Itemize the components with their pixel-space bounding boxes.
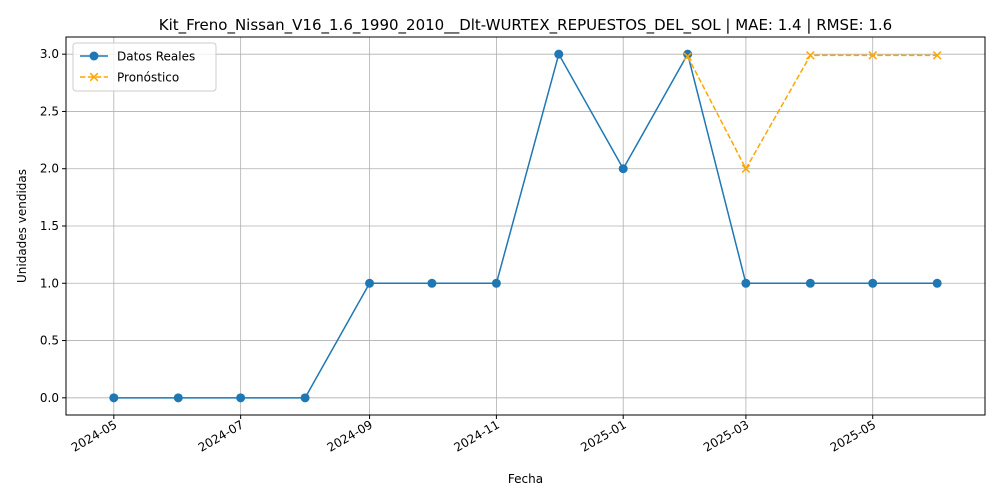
- legend-label: Pronóstico: [117, 71, 179, 85]
- data-point: [741, 278, 751, 288]
- data-point: [805, 278, 815, 288]
- legend-label: Datos Reales: [117, 50, 195, 64]
- y-tick-label: 2.5: [40, 104, 59, 118]
- legend: Datos Reales Pronóstico: [72, 42, 217, 92]
- data-point: [109, 393, 119, 403]
- data-point: [554, 49, 564, 59]
- chart-title: Kit_Freno_Nissan_V16_1.6_1990_2010__Dlt-…: [159, 16, 892, 35]
- data-point: [236, 393, 246, 403]
- marker-stroke: [741, 164, 751, 174]
- data-point: [89, 51, 99, 61]
- y-tick-label: 1.0: [40, 276, 59, 290]
- y-tick-label: 0.5: [40, 334, 59, 348]
- data-point: [365, 278, 375, 288]
- y-axis-label: Unidades vendidas: [15, 169, 29, 283]
- data-point: [683, 52, 693, 61]
- series-layer: [109, 49, 942, 403]
- data-point: [173, 393, 183, 403]
- legend-item: Pronóstico: [80, 71, 179, 85]
- data-point: [683, 49, 693, 59]
- data-point: [806, 50, 815, 60]
- series-line-actual: [113, 52, 938, 399]
- marker-stroke: [683, 52, 693, 61]
- data-point: [741, 164, 751, 174]
- data-point: [89, 72, 99, 82]
- data-point: [932, 278, 942, 288]
- y-tick-label: 0.0: [40, 391, 59, 405]
- y-tick-label: 1.5: [40, 219, 59, 233]
- marker-stroke: [868, 50, 878, 60]
- data-point: [427, 278, 437, 288]
- data-point: [868, 50, 878, 60]
- data-point: [932, 50, 942, 60]
- legend-item: Datos Reales: [80, 50, 195, 64]
- marker-stroke: [932, 50, 942, 60]
- data-point: [868, 278, 878, 288]
- marker-stroke: [89, 72, 99, 82]
- y-tick-label: 2.0: [40, 162, 59, 176]
- legend-box: [72, 42, 217, 92]
- x-axis-label: Fecha: [508, 472, 543, 486]
- data-point: [300, 393, 310, 403]
- data-point: [491, 278, 501, 288]
- y-tick-label: 3.0: [40, 47, 59, 61]
- data-point: [618, 164, 628, 174]
- marker-stroke: [806, 50, 815, 60]
